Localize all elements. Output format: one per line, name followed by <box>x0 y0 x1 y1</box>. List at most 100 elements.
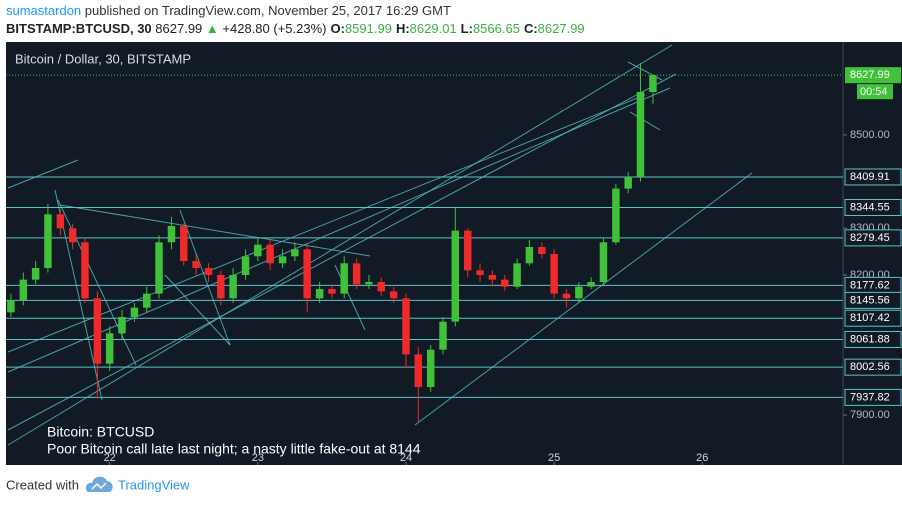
candle-body <box>229 274 237 299</box>
last: 8627.99 <box>155 21 202 36</box>
candle-body <box>254 244 262 257</box>
y-tick-label: 7900.00 <box>850 409 890 421</box>
x-tick-label: 22 <box>104 452 116 464</box>
candle-body <box>81 242 89 299</box>
candle-body <box>636 91 645 177</box>
trendline <box>414 172 753 426</box>
trendline <box>57 199 137 366</box>
o-label: O: <box>330 21 344 36</box>
l-value: 8566.65 <box>473 21 520 36</box>
trendline <box>7 44 673 446</box>
candle-body <box>180 225 188 261</box>
candle-body <box>550 253 558 294</box>
tradingview-logo <box>85 476 113 492</box>
trendline <box>629 111 661 131</box>
candle-body <box>266 244 274 264</box>
candle-body <box>68 228 77 243</box>
candle-body <box>587 281 595 287</box>
trendline <box>7 159 79 189</box>
c-value: 8627.99 <box>538 21 585 36</box>
level-label-box <box>844 330 902 348</box>
footer-created: Created with <box>6 477 79 492</box>
trendline <box>59 204 371 257</box>
level-label: 8061.88 <box>850 333 890 345</box>
level-label: 8107.42 <box>850 312 890 324</box>
trendline <box>179 209 231 346</box>
annotation: Poor Bitcoin call late last night; a nas… <box>47 441 421 457</box>
candle-body <box>44 214 52 268</box>
candle-body <box>414 354 423 388</box>
l-label: L: <box>461 21 473 36</box>
candle-body <box>155 242 163 294</box>
author: sumastardon <box>6 3 81 18</box>
candle-body <box>389 291 398 299</box>
level-label: 8409.91 <box>850 171 890 183</box>
candle-body <box>624 176 632 189</box>
quote-line: BITSTAMP:BTCUSD, 30 8627.99 ▲ +428.80 (+… <box>6 21 585 36</box>
candle-body <box>402 298 410 355</box>
candle-body <box>105 333 114 364</box>
header-line: sumastardon published on TradingView.com… <box>6 3 451 18</box>
candle-body <box>31 267 40 280</box>
candle-body <box>241 256 250 275</box>
countdown: 00:54 <box>860 86 888 98</box>
candle-body <box>167 225 176 243</box>
candle-body <box>143 293 151 308</box>
trendline <box>334 264 366 331</box>
candle-body <box>476 270 484 275</box>
candle-body <box>352 263 361 285</box>
candle-body <box>488 274 497 280</box>
x-tick-label: 23 <box>252 452 264 464</box>
annotation: Bitcoin: BTCUSD <box>47 424 154 440</box>
candle-body <box>599 242 608 282</box>
level-label-box <box>844 168 902 186</box>
candle-body <box>464 230 472 271</box>
plot <box>6 44 843 446</box>
candle-body <box>217 274 225 299</box>
candle-body <box>340 263 348 294</box>
x-tick-label: 26 <box>696 452 708 464</box>
candle-body <box>365 281 373 285</box>
candle-body <box>439 321 447 350</box>
candle-body <box>291 249 299 257</box>
footer-brand: TradingView <box>118 477 190 492</box>
candle-body <box>538 246 546 254</box>
last-price-box <box>845 67 901 84</box>
level-label: 8344.55 <box>850 201 890 213</box>
candle-body <box>451 230 460 322</box>
x-tick-label: 24 <box>400 452 412 464</box>
trendline <box>7 94 646 353</box>
level-label-box <box>844 358 902 376</box>
candle-body <box>501 279 509 287</box>
candle-body <box>426 349 435 388</box>
candle-body <box>612 188 620 243</box>
candle-body <box>649 75 657 92</box>
published: published on TradingView.com, November 2… <box>85 3 451 18</box>
last-price-label: 8627.99 <box>850 69 890 81</box>
level-label-box <box>844 309 902 327</box>
candle-body <box>204 267 213 275</box>
candle-body <box>192 260 200 268</box>
candle-body <box>377 281 385 292</box>
candle-body <box>56 214 65 229</box>
candle-body <box>19 279 28 301</box>
h-label: H: <box>396 21 410 36</box>
change: +428.80 (+5.23%) <box>222 21 326 36</box>
level-label: 8279.45 <box>850 232 890 244</box>
level-label-box <box>844 291 902 309</box>
candle-body <box>303 249 311 299</box>
candle-body <box>525 246 534 264</box>
candle-body <box>118 316 126 334</box>
level-label: 7937.82 <box>850 391 890 403</box>
candle-body <box>7 300 15 313</box>
annotation-block: Bitcoin: BTCUSD Poor Bitcoin call late l… <box>47 424 421 457</box>
x-tick-label: 25 <box>548 452 560 464</box>
level-label: 8177.62 <box>850 279 890 291</box>
level-label: 8002.56 <box>850 361 890 373</box>
up-arrow: ▲ <box>206 21 219 36</box>
candle-body <box>575 286 583 299</box>
candle-body <box>315 288 324 299</box>
h-value: 8629.01 <box>410 21 457 36</box>
